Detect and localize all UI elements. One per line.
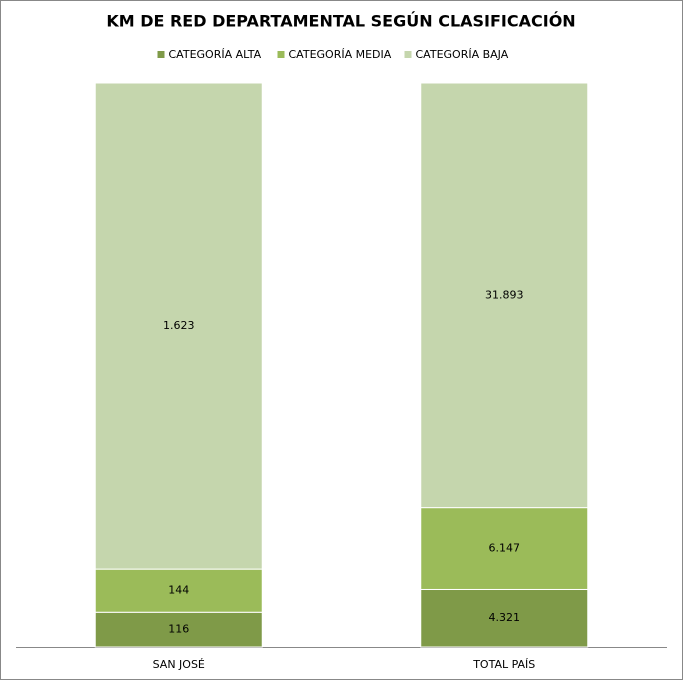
data-label: 116	[168, 623, 189, 636]
legend-swatch	[157, 51, 165, 58]
legend-swatch	[404, 51, 412, 58]
data-label: 31.893	[485, 288, 524, 301]
x-tick-label: SAN JOSÉ	[153, 658, 205, 671]
chart-title: KM DE RED DEPARTAMENTAL SEGÚN CLASIFICAC…	[106, 12, 575, 31]
legend-label: CATEGORÍA BAJA	[416, 48, 509, 61]
data-label: 4.321	[489, 611, 521, 624]
bar-segment	[420, 588, 589, 648]
data-label: 6.147	[489, 542, 521, 555]
data-label: 1.623	[163, 319, 195, 332]
legend-swatch	[277, 51, 285, 58]
bar-segment	[94, 611, 263, 648]
bar-segment	[420, 507, 589, 590]
legend-label: CATEGORÍA ALTA	[169, 48, 262, 61]
x-tick-label: TOTAL PAÍS	[472, 658, 535, 671]
bar-segment	[94, 82, 263, 570]
data-label: 144	[168, 584, 189, 597]
bar-segment	[420, 82, 589, 509]
legend-label: CATEGORÍA MEDIA	[289, 48, 392, 61]
